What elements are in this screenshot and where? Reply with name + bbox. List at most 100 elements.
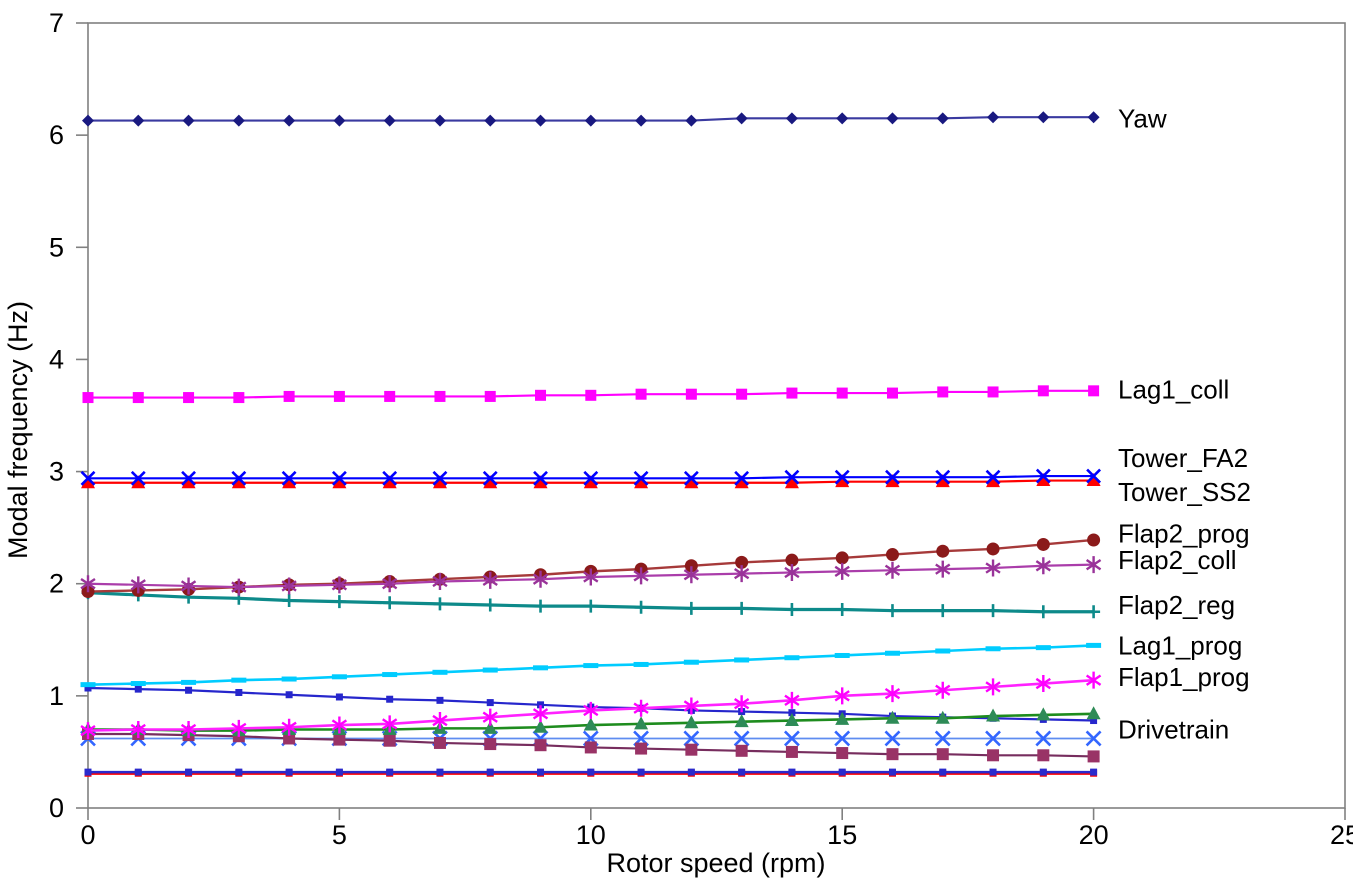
x-marker-icon (1086, 468, 1102, 484)
diamond-marker-icon (635, 114, 648, 127)
square-marker-icon (132, 392, 144, 404)
triangle-marker-icon (332, 475, 347, 489)
plus-marker-icon (885, 604, 899, 618)
square-marker-icon (333, 733, 346, 746)
circle-marker-icon (986, 542, 1000, 556)
square-small-marker-icon (637, 768, 645, 776)
plus-marker-icon (282, 594, 296, 608)
x-marker-icon (733, 730, 750, 747)
square-marker-icon (836, 387, 848, 399)
triangle-marker-icon (583, 717, 598, 731)
dash-marker-icon (884, 650, 900, 656)
y-tick-label: 6 (49, 120, 64, 150)
asterisk-marker-icon (834, 562, 850, 580)
plot-frame (87, 22, 1346, 809)
y-tick-label: 0 (49, 793, 64, 823)
square-small-marker-icon (84, 684, 92, 692)
x-marker-icon (734, 470, 750, 486)
square-marker-icon (383, 734, 396, 747)
square-marker-icon (635, 388, 647, 400)
plus-marker-icon (433, 597, 447, 611)
square-small-marker-icon (235, 768, 243, 776)
asterisk-marker-icon (180, 577, 197, 595)
diamond-marker-icon (534, 114, 547, 127)
x-tick-label: 5 (332, 820, 347, 850)
triangle-marker-icon (684, 475, 699, 489)
triangle-marker-icon (734, 475, 749, 489)
asterisk-marker-icon (583, 701, 599, 719)
square-marker-icon (283, 732, 296, 745)
dash-marker-icon (231, 677, 247, 683)
square-small-marker-icon (335, 693, 343, 701)
square-marker-icon (183, 392, 195, 404)
square-small-marker-icon (335, 768, 343, 776)
asterisk-marker-icon (532, 705, 549, 723)
x-marker-icon (834, 730, 851, 747)
triangle-marker-icon (634, 716, 649, 730)
asterisk-marker-icon (281, 577, 297, 595)
asterisk-marker-icon (180, 721, 197, 738)
triangle-marker-icon (986, 474, 1001, 488)
square-small-marker-icon (1090, 717, 1098, 725)
square-small-marker-icon (285, 768, 293, 776)
diamond-marker-icon (1037, 111, 1050, 124)
series-Lag1_coll (82, 385, 1100, 404)
triangle-marker-icon (181, 475, 196, 489)
asterisk-marker-icon (985, 678, 1001, 696)
asterisk-marker-icon (1035, 557, 1051, 575)
square-marker-icon (534, 739, 547, 752)
square-marker-icon (384, 390, 396, 402)
dash-marker-icon (784, 655, 800, 661)
diamond-marker-icon (836, 112, 849, 125)
diamond-marker-icon (232, 114, 245, 127)
triangle-marker-icon (432, 475, 447, 489)
triangle-marker-icon (583, 475, 598, 489)
series-label-Flap2_prog: Flap2_prog (1118, 518, 1250, 548)
series-label-Flap2_coll: Flap2_coll (1118, 545, 1237, 575)
asterisk-marker-icon (80, 722, 96, 740)
diamond-marker-icon (484, 114, 497, 127)
square-marker-icon (1088, 385, 1100, 397)
square-small-marker-icon (939, 768, 947, 776)
asterisk-marker-icon (683, 566, 699, 584)
triangle-marker-icon (885, 474, 900, 488)
x-marker-icon (834, 469, 850, 485)
square-marker-icon (1037, 385, 1049, 397)
dash-marker-icon (382, 672, 398, 678)
triangle-marker-icon (81, 475, 95, 489)
dash-marker-icon (533, 665, 549, 671)
asterisk-marker-icon (532, 570, 549, 588)
series-label-Lag1_prog: Lag1_prog (1118, 630, 1242, 660)
dash-marker-icon (1035, 645, 1051, 651)
series-label-Flap2_reg: Flap2_reg (1118, 590, 1235, 620)
triangle-marker-icon (1086, 706, 1101, 720)
plus-marker-icon (634, 600, 648, 614)
asterisk-marker-icon (683, 697, 699, 715)
x-tick-label: 0 (80, 820, 95, 850)
square-marker-icon (635, 742, 648, 755)
square-marker-icon (585, 389, 597, 401)
triangle-marker-icon (1036, 707, 1051, 721)
dash-marker-icon (985, 646, 1001, 652)
asterisk-marker-icon (935, 560, 951, 578)
x-marker-icon (884, 730, 901, 747)
asterisk-marker-icon (1085, 556, 1102, 574)
square-small-marker-icon (788, 768, 796, 776)
diamond-marker-icon (785, 112, 798, 125)
asterisk-marker-icon (784, 691, 800, 709)
x-marker-icon (382, 470, 398, 486)
y-tick-label: 3 (49, 457, 64, 487)
triangle-marker-icon (634, 475, 649, 489)
square-marker-icon (937, 386, 949, 398)
square-small-marker-icon (587, 768, 595, 776)
asterisk-marker-icon (382, 715, 398, 733)
square-small-marker-icon (134, 768, 142, 776)
triangle-marker-icon (935, 710, 950, 724)
square-marker-icon (82, 392, 94, 404)
triangle-marker-icon (533, 719, 548, 733)
asterisk-marker-icon (331, 576, 348, 594)
triangle-marker-icon (282, 475, 297, 489)
y-tick-label: 4 (49, 344, 64, 374)
square-marker-icon (785, 745, 798, 758)
asterisk-marker-icon (331, 716, 348, 734)
